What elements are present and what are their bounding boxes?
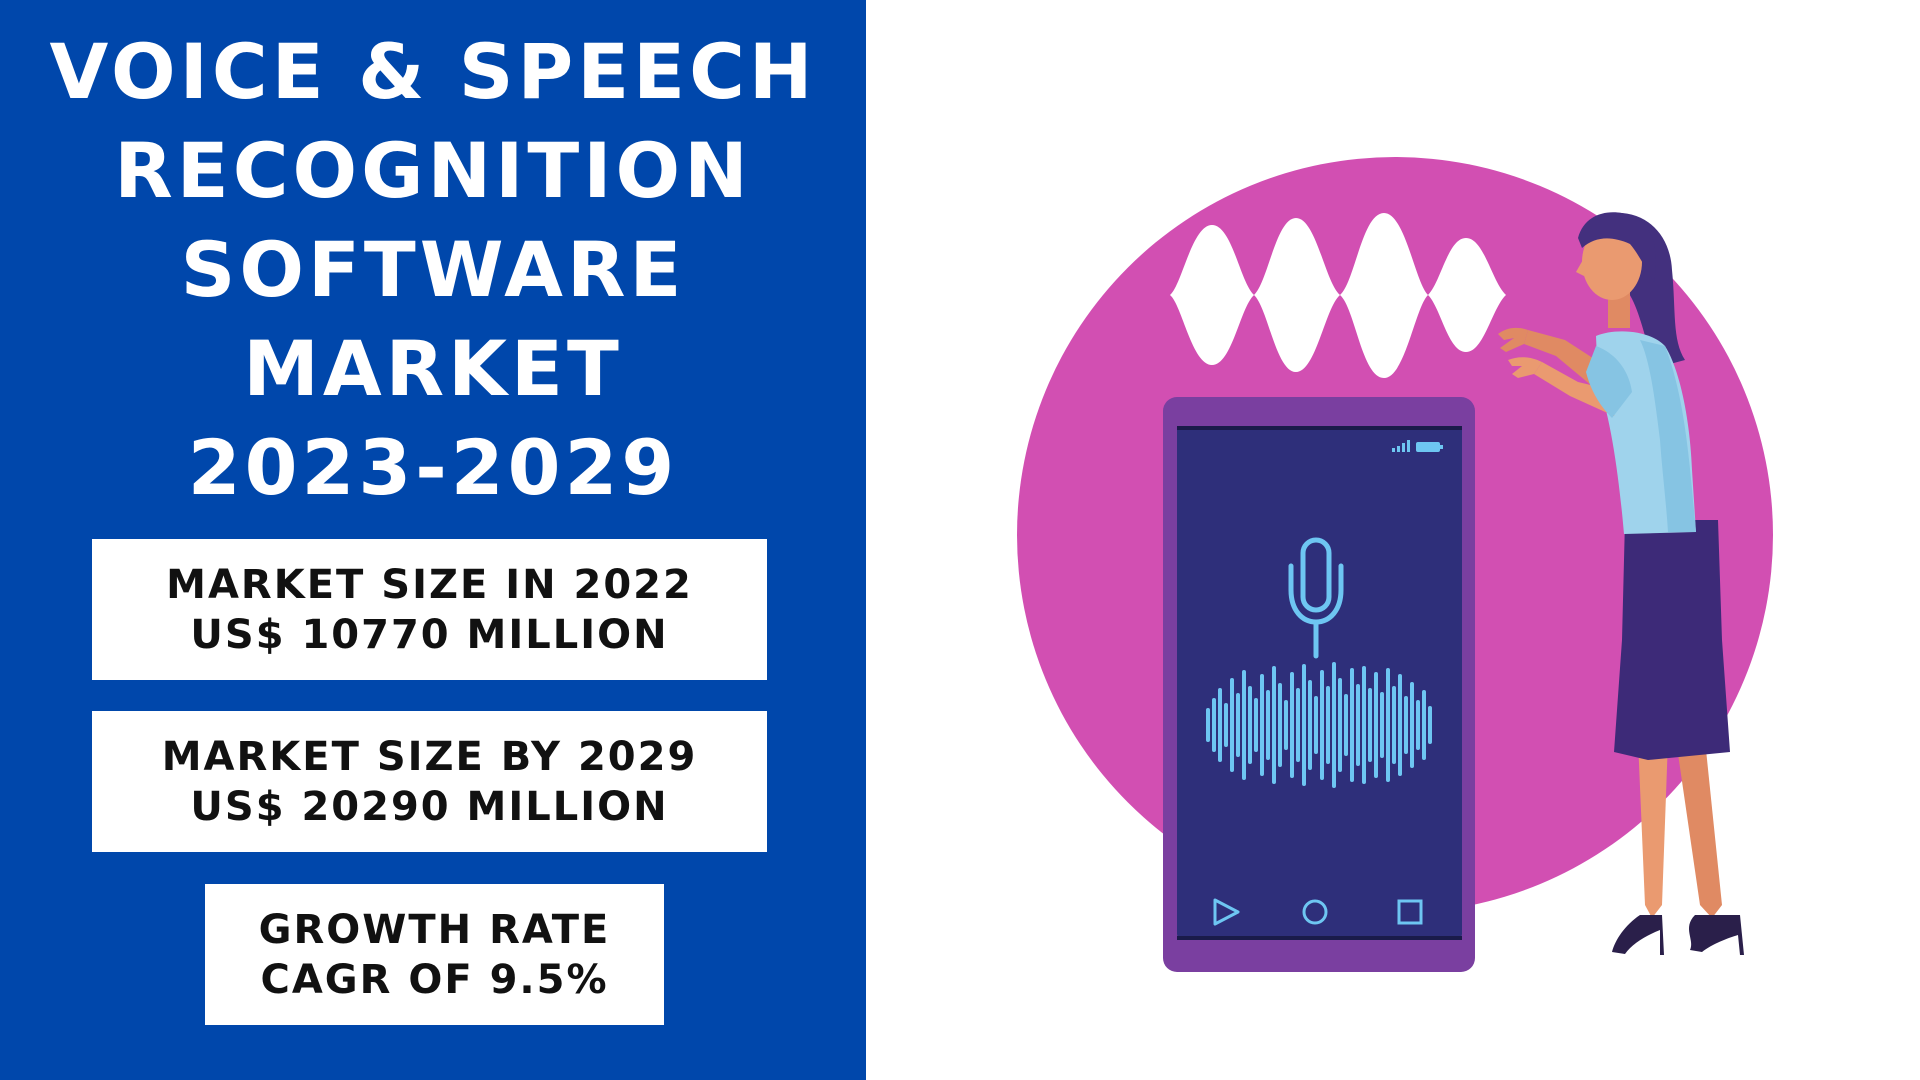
title-line-2: RECOGNITION bbox=[114, 126, 752, 215]
title-line-4: MARKET bbox=[243, 324, 623, 413]
woman-figure bbox=[1498, 212, 1744, 955]
market-size-2029-box: MARKET SIZE BY 2029 US$ 20290 MILLION bbox=[92, 711, 767, 852]
growth-rate-value: CAGR OF 9.5% bbox=[260, 956, 609, 1003]
market-size-2029-value: US$ 20290 MILLION bbox=[190, 783, 669, 830]
market-size-2029-label: MARKET SIZE BY 2029 bbox=[161, 733, 698, 780]
title-line-5: 2023-2029 bbox=[187, 423, 679, 512]
left-info-panel: VOICE & SPEECH RECOGNITION SOFTWARE MARK… bbox=[0, 0, 866, 1080]
growth-rate-box: GROWTH RATE CAGR OF 9.5% bbox=[205, 884, 664, 1025]
page-title: VOICE & SPEECH RECOGNITION SOFTWARE MARK… bbox=[0, 22, 866, 517]
play-icon bbox=[1213, 898, 1240, 926]
microphone-icon bbox=[1288, 537, 1344, 659]
sound-wave-bars bbox=[1206, 662, 1432, 788]
home-circle-icon bbox=[1302, 899, 1328, 925]
square-icon bbox=[1397, 899, 1423, 925]
growth-rate-label: GROWTH RATE bbox=[258, 906, 611, 953]
title-line-3: SOFTWARE bbox=[180, 225, 686, 314]
battery-icon bbox=[1416, 442, 1443, 452]
voice-wave-shape bbox=[1170, 213, 1506, 378]
phone-screen bbox=[1177, 426, 1462, 938]
signal-icon bbox=[1392, 440, 1410, 452]
market-size-2022-box: MARKET SIZE IN 2022 US$ 10770 MILLION bbox=[92, 539, 767, 680]
voice-recognition-illustration bbox=[1017, 157, 1773, 972]
title-line-1: VOICE & SPEECH bbox=[49, 27, 817, 116]
market-size-2022-label: MARKET SIZE IN 2022 bbox=[166, 561, 693, 608]
market-size-2022-value: US$ 10770 MILLION bbox=[190, 611, 669, 658]
